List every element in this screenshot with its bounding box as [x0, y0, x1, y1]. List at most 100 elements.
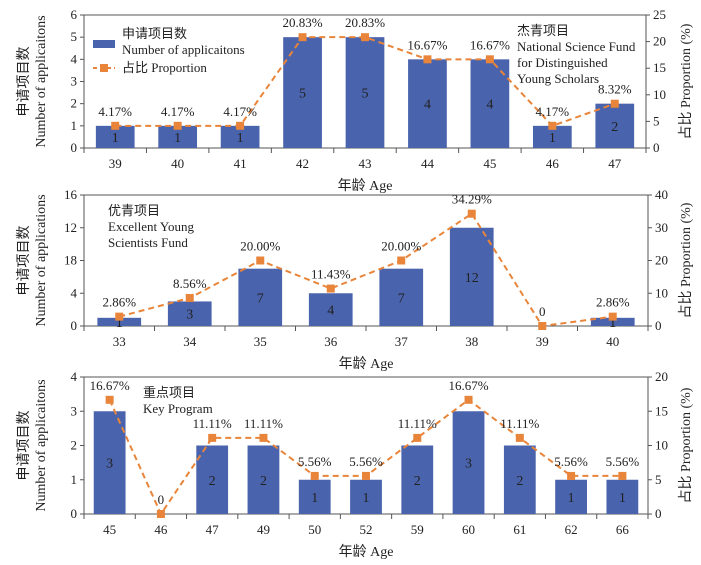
bar-value-label: 7: [257, 291, 264, 306]
proportion-marker: [173, 121, 182, 130]
proportion-label: 20.83%: [345, 15, 385, 30]
y-axis-title-en: Number of applicaitons: [34, 15, 49, 147]
proportion-label: 20.83%: [283, 15, 323, 30]
bar-value-label: 3: [106, 457, 113, 472]
x-tick-label: 47: [206, 522, 220, 537]
y-tick-label: 0: [71, 140, 78, 155]
bar: [196, 445, 229, 514]
proportion-marker: [256, 256, 265, 265]
bar: [247, 445, 280, 514]
proportion-marker: [310, 471, 319, 480]
proportion-marker: [485, 55, 494, 64]
bar: [379, 268, 424, 326]
bar-value-label: 1: [363, 491, 370, 506]
proportion-marker: [105, 395, 114, 404]
proportion-label: 11.11%: [244, 416, 283, 431]
bar-value-label: 1: [116, 316, 123, 331]
program-annotation: 重点项目: [143, 385, 195, 400]
proportion-marker: [236, 121, 245, 130]
x-tick-label: 36: [324, 334, 338, 349]
y-axis-title-cn: 申请项目数: [16, 226, 32, 296]
y2-tick-label: 5: [653, 113, 660, 128]
bar-value-label: 3: [186, 308, 193, 323]
bar-value-label: 1: [112, 131, 119, 146]
proportion-label: 2.86%: [596, 295, 630, 310]
y-axis-title-en: Number of applicaitons: [34, 379, 49, 511]
x-axis-title: 年龄 Age: [339, 356, 394, 372]
proportion-label: 4.17%: [536, 104, 570, 119]
bar: [590, 317, 635, 326]
proportion-label: 16.67%: [470, 37, 510, 52]
bar: [167, 301, 212, 326]
x-tick-label: 50: [308, 522, 321, 537]
x-tick-label: 34: [183, 334, 197, 349]
x-tick-label: 61: [513, 522, 526, 537]
y-tick-label: 5: [71, 29, 78, 44]
program-annotation: 杰青项目: [517, 23, 569, 38]
bar-value-label: 2: [260, 474, 267, 489]
y2-tick-label: 40: [655, 187, 668, 202]
x-tick-label: 46: [546, 156, 560, 171]
proportion-label: 5.56%: [349, 454, 383, 469]
proportion-marker: [618, 471, 627, 480]
y-tick-label: 4: [71, 369, 78, 384]
x-tick-label: 46: [154, 522, 168, 537]
bar: [97, 317, 142, 326]
proportion-label: 11.11%: [500, 416, 539, 431]
proportion-marker: [413, 433, 422, 442]
proportion-label: 5.56%: [606, 454, 640, 469]
bar: [298, 479, 331, 514]
bar: [220, 125, 260, 148]
bar: [408, 59, 447, 149]
bar-value-label: 3: [465, 457, 472, 472]
bar: [555, 479, 587, 514]
proportion-label: 8.56%: [173, 276, 207, 291]
proportion-marker: [361, 33, 369, 42]
x-tick-label: 39: [536, 334, 549, 349]
x-tick-label: 40: [606, 334, 619, 349]
bar: [595, 103, 635, 148]
proportion-label: 4.17%: [161, 104, 195, 119]
x-tick-label: 33: [113, 334, 126, 349]
legend-bar-label-cn: 申请项目数: [122, 26, 187, 41]
bar-value-label: 1: [619, 491, 626, 506]
y-axis-title-en: Number of applications: [34, 194, 49, 326]
proportion-label: 34.29%: [452, 192, 492, 207]
y-tick-label: 2: [71, 438, 78, 453]
bar: [308, 293, 353, 326]
x-tick-label: 39: [109, 156, 122, 171]
y-tick-label: 0: [71, 318, 78, 333]
x-tick-label: 59: [411, 522, 424, 537]
proportion-label: 0: [158, 492, 165, 507]
y-tick-label: 4: [71, 285, 78, 300]
y-tick-label: 6: [71, 7, 78, 22]
bar: [93, 411, 126, 514]
x-axis-title: 年龄 Age: [339, 544, 394, 560]
x-tick-label: 49: [257, 522, 270, 537]
legend-line-marker: [100, 64, 108, 72]
proportion-marker: [548, 121, 557, 130]
bar-value-label: 1: [174, 131, 181, 146]
bar-value-label: 1: [609, 316, 616, 331]
proportion-label: 11.11%: [193, 416, 232, 431]
proportion-marker: [115, 312, 124, 321]
x-tick-label: 45: [483, 156, 496, 171]
legend-bar-label-en: Number of applicaitons: [122, 42, 245, 57]
bar-value-label: 2: [611, 120, 618, 135]
proportion-marker: [567, 471, 576, 480]
bar: [606, 479, 639, 514]
bar-value-label: 2: [516, 474, 523, 489]
x-tick-label: 41: [234, 156, 247, 171]
bar-value-label: 12: [465, 271, 479, 286]
y2-tick-label: 10: [655, 438, 668, 453]
program-annotation: Young Scholars: [517, 71, 599, 86]
proportion-marker: [156, 510, 165, 518]
y-axis-title-cn: 申请项目数: [16, 411, 32, 481]
bar-value-label: 2: [209, 474, 216, 489]
bar: [158, 125, 198, 148]
proportion-marker: [362, 471, 370, 480]
proportion-label: 11.43%: [311, 267, 351, 282]
